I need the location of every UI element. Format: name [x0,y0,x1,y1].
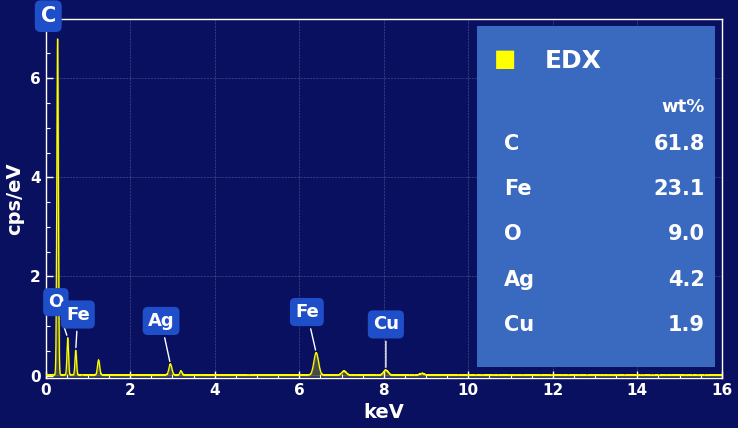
Text: 61.8: 61.8 [654,134,705,154]
X-axis label: keV: keV [363,404,404,422]
Text: wt%: wt% [661,98,705,116]
Text: Fe: Fe [504,179,532,199]
Text: 1.9: 1.9 [668,315,705,335]
Text: O: O [48,293,67,335]
Y-axis label: cps/eV: cps/eV [6,162,24,235]
Text: Ag: Ag [504,270,535,289]
Text: O: O [504,224,522,244]
Text: C: C [504,134,520,154]
Text: 9.0: 9.0 [668,224,705,244]
FancyBboxPatch shape [477,26,715,367]
Text: Fe: Fe [66,306,90,348]
Text: Cu: Cu [373,315,399,367]
Text: Fe: Fe [295,303,319,350]
Text: 4.2: 4.2 [668,270,705,289]
Text: ■: ■ [494,48,517,71]
Text: Ag: Ag [148,312,174,361]
Text: 23.1: 23.1 [654,179,705,199]
Text: C: C [41,6,56,26]
Text: Cu: Cu [504,315,534,335]
Text: EDX: EDX [545,49,601,73]
